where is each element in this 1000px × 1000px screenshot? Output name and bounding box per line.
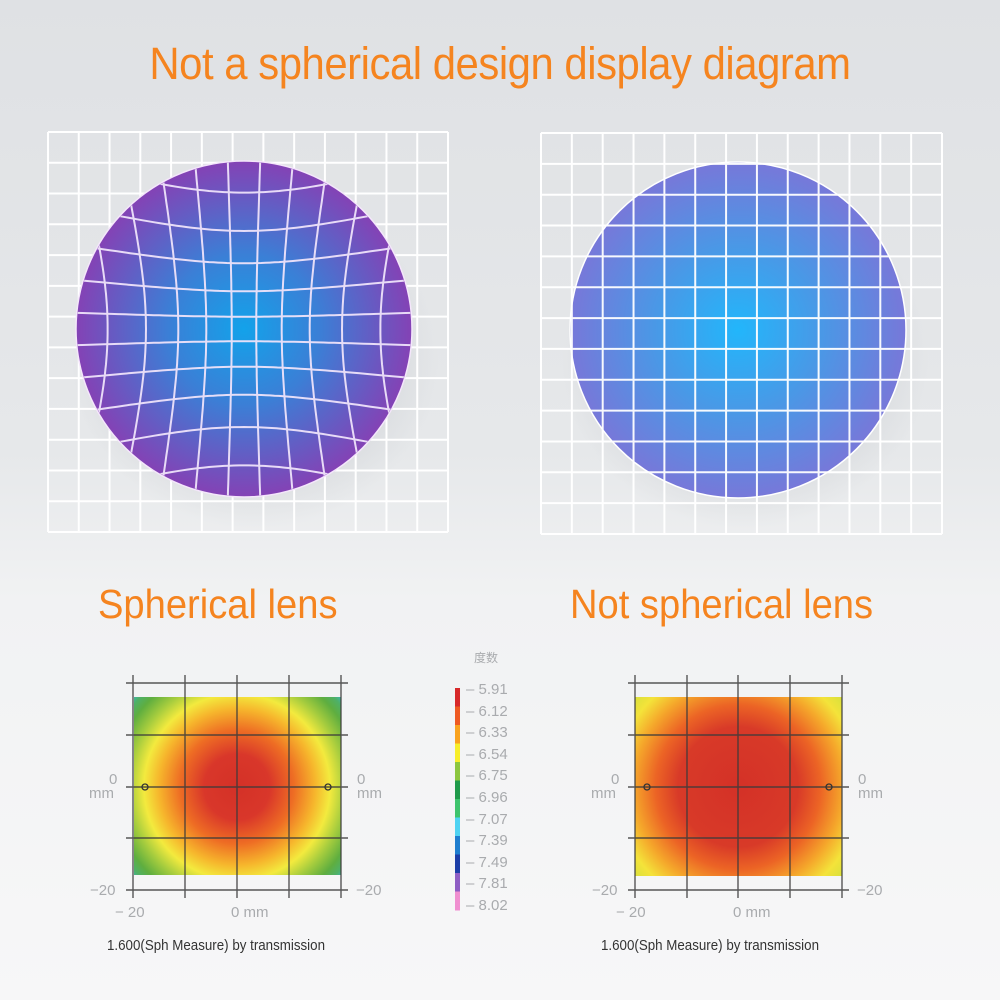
legend-label: – 7.49: [466, 853, 508, 871]
legend-swatch: [455, 836, 460, 855]
legend-swatch: [455, 780, 460, 800]
page-title: Not a spherical design display diagram: [149, 38, 851, 89]
right-x-left-label: − 20: [616, 904, 646, 921]
legend-label: – 5.91: [466, 681, 508, 698]
left-y-zero-value: 0: [109, 771, 118, 788]
legend-label: – 7.39: [466, 832, 508, 850]
legend-label: – 6.33: [466, 724, 508, 742]
right-y-bottom-label: −20: [592, 882, 618, 899]
legend-label: – 7.81: [466, 875, 508, 893]
right-y-zero-unit-right: mm: [858, 785, 883, 802]
legend-swatch: [455, 873, 460, 892]
measure-point-right: [825, 783, 833, 791]
measure-point-left: [643, 783, 651, 791]
legend-colorbar: [455, 688, 460, 911]
legend-swatch: [455, 817, 460, 837]
aspherical-lens-caption: Not spherical lens: [570, 581, 874, 627]
right-y-bottom-label-right: −20: [857, 882, 883, 899]
legend-title: 度数: [474, 651, 499, 665]
legend-swatch: [455, 762, 460, 781]
right-y-zero-unit: mm: [591, 785, 616, 802]
left-y-bottom-label-right: −20: [356, 882, 382, 899]
legend-label: – 8.02: [466, 897, 508, 914]
legend-label: – 6.54: [466, 745, 508, 763]
aspherical-lens: [569, 161, 907, 499]
left-y-zero-unit-right: mm: [357, 785, 382, 802]
legend-label: – 6.96: [466, 789, 508, 806]
measure-point-right: [324, 783, 332, 791]
left-y-zero-unit: mm: [89, 785, 114, 802]
left-x-left-label: − 20: [115, 904, 145, 921]
right-y-zero-value-right: 0: [858, 771, 867, 788]
spherical-lens: [75, 160, 413, 498]
legend-swatch: [455, 891, 460, 911]
aspherical-heatmap-caption: 1.600(Sph Measure) by transmission: [601, 938, 819, 954]
legend-swatch: [455, 725, 460, 744]
lens-diagrams: [75, 160, 907, 499]
right-y-zero-value: 0: [611, 771, 620, 788]
legend-label: – 6.75: [466, 767, 508, 785]
legend-swatch: [455, 706, 460, 726]
left-x-center-label: 0 mm: [231, 904, 269, 921]
legend-swatch: [455, 854, 460, 874]
legend-swatch: [455, 743, 460, 763]
spherical-heatmap-caption: 1.600(Sph Measure) by transmission: [107, 938, 325, 954]
left-y-bottom-label: −20: [90, 882, 116, 899]
legend-swatch: [455, 799, 460, 818]
right-x-center-label: 0 mm: [733, 904, 771, 921]
legend-label: – 7.07: [466, 810, 508, 828]
spherical-distorted-grid: [77, 162, 411, 496]
legend-swatch: [455, 688, 460, 707]
spherical-heatmap: [126, 675, 348, 898]
measure-point-left: [141, 783, 149, 791]
left-y-zero-value-right: 0: [357, 771, 366, 788]
aspherical-heatmap: [628, 675, 849, 898]
spherical-lens-caption: Spherical lens: [98, 581, 338, 627]
legend-label: – 6.12: [466, 702, 508, 720]
